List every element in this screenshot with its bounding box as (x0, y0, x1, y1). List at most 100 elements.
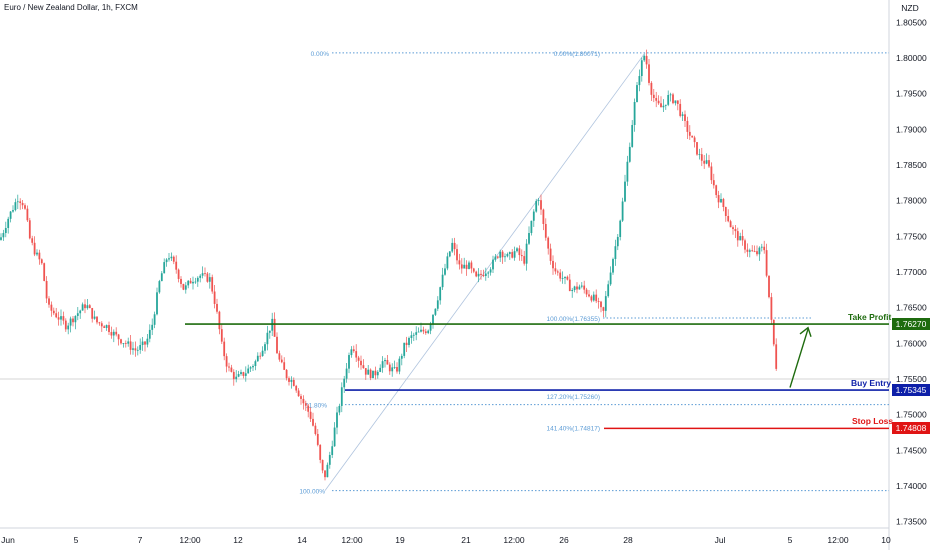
candle-body (482, 274, 485, 276)
candle-body (412, 334, 415, 336)
x-tick-label: 14 (297, 535, 307, 545)
fib-label-100-mid: 100.00%(1.76355) (547, 316, 601, 323)
stop-loss-label: Stop Loss (852, 416, 894, 427)
candle-body (367, 369, 370, 375)
candle-body (477, 273, 480, 277)
candle-body (391, 367, 394, 372)
candle-body (312, 418, 314, 426)
chart-title: Euro / New Zealand Dollar, 1h, FXCM (4, 3, 138, 12)
candle-body (734, 229, 737, 232)
x-tick-label: 19 (395, 535, 405, 545)
candle-body (554, 268, 557, 272)
candle-body (52, 310, 55, 314)
candle-body (693, 137, 696, 143)
candle-body (578, 286, 581, 290)
candle-body (192, 281, 194, 284)
candle-body (705, 160, 708, 164)
candle-body (712, 180, 715, 186)
candle-body (720, 198, 722, 203)
candle-body (489, 269, 492, 273)
candle-body (631, 124, 634, 147)
candle-body (480, 273, 482, 275)
candle-body (163, 262, 166, 274)
candle-body (129, 341, 132, 350)
candle-body (151, 324, 154, 330)
candle-body (242, 372, 245, 376)
candle-body (273, 318, 276, 337)
candle-body (542, 209, 545, 224)
candle-body (667, 95, 670, 105)
candle-body (280, 359, 283, 363)
candle-body (624, 181, 626, 202)
candle-body (134, 348, 137, 351)
fib-label-0-right: 0.00%(1.80071) (554, 51, 600, 58)
candle-body (451, 242, 454, 252)
candle-body (376, 371, 379, 376)
candle-body (91, 308, 94, 319)
candle-body (170, 256, 173, 259)
candle-body (84, 304, 86, 309)
candle-body (691, 135, 694, 138)
candle-body (523, 256, 526, 264)
x-tick-label: Jun (1, 535, 15, 545)
x-tick-label: 5 (788, 535, 793, 545)
candle-body (201, 273, 204, 276)
candle-body (696, 142, 698, 155)
candle-body (240, 372, 242, 375)
candle-body (316, 433, 319, 445)
candle-body (732, 227, 734, 230)
candle-body (372, 370, 374, 379)
candle-body (648, 64, 650, 83)
candle-body (196, 277, 199, 282)
candle-body (122, 343, 125, 344)
candle-body (655, 98, 658, 101)
candle-body (321, 459, 324, 471)
candle-body (746, 249, 749, 252)
candle-body (417, 331, 420, 333)
candle-body (38, 252, 41, 260)
buy-entry-label: Buy Entry (851, 378, 892, 389)
y-tick-label: 1.78000 (896, 196, 927, 206)
candle-body (283, 362, 286, 370)
candle-body (55, 313, 58, 318)
candle-body (50, 304, 53, 311)
candle-body (739, 236, 742, 241)
candle-body (340, 387, 343, 406)
candle-body (744, 240, 746, 250)
y-tick-label: 1.75500 (896, 374, 927, 384)
target-arrow-head (799, 326, 812, 337)
candle-body (285, 369, 288, 379)
candle-body (448, 251, 451, 257)
candle-body (736, 231, 739, 241)
candle-body (559, 272, 562, 279)
candle-body (232, 371, 235, 380)
candle-body (146, 338, 149, 345)
candle-body (633, 101, 636, 125)
candle-body (619, 220, 622, 237)
candle-body (237, 374, 240, 377)
fib-label-127: 127.20%(1.75260) (547, 394, 601, 401)
candle-body (76, 313, 79, 316)
candle-body (681, 114, 684, 116)
candle-body (28, 220, 31, 239)
candle-body (153, 314, 156, 325)
candle-body (21, 202, 24, 206)
candle-body (576, 286, 578, 290)
candle-body (297, 390, 300, 397)
y-tick-label: 1.76000 (896, 338, 927, 348)
candle-body (564, 276, 566, 279)
candle-body (765, 250, 768, 276)
candle-body (168, 258, 170, 260)
candle-body (660, 103, 662, 108)
candle-body (768, 275, 770, 298)
candle-body (165, 259, 168, 263)
candle-body (405, 342, 408, 346)
candle-body (645, 55, 648, 65)
candle-body (535, 200, 538, 212)
candle-body (420, 329, 422, 332)
candle-body (573, 286, 576, 290)
candle-body (86, 305, 89, 309)
candle-body (408, 337, 410, 346)
candle-body (504, 256, 506, 258)
